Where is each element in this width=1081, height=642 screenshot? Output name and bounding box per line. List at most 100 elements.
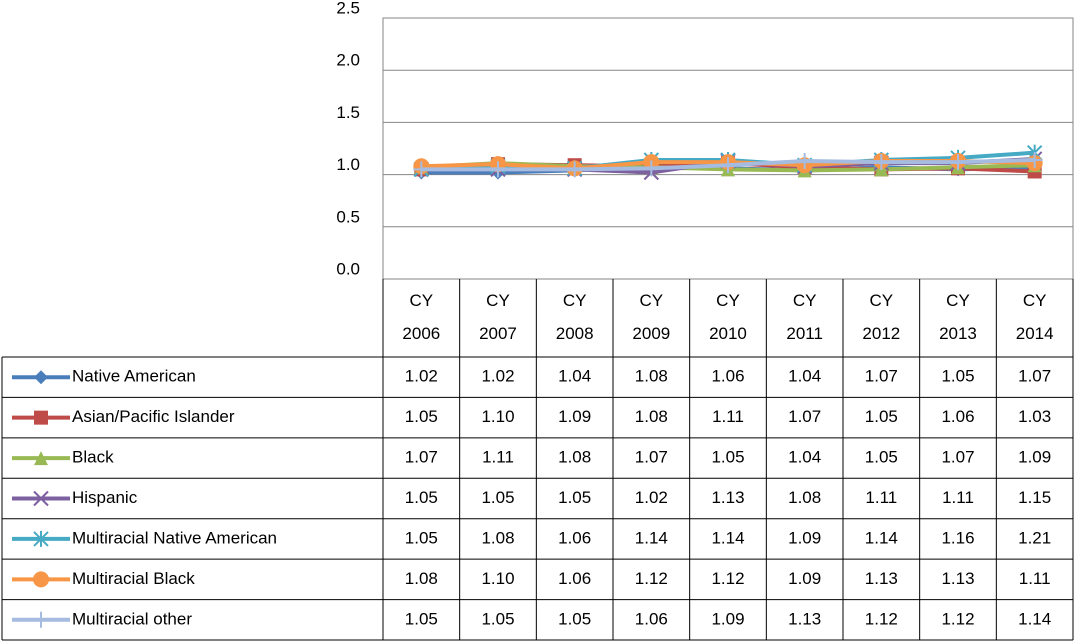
category-cell: CY 2009: [632, 291, 671, 343]
category-cell: CY 2011: [786, 291, 823, 343]
x-tick-label: CY 2006: [402, 291, 441, 343]
table-value: 1.05: [405, 488, 438, 507]
table-value: 1.02: [481, 367, 514, 386]
table-value: 1.08: [635, 367, 668, 386]
table-value: 1.05: [865, 407, 898, 426]
y-tick-label: 0.5: [336, 207, 360, 226]
table-value: 1.09: [788, 569, 821, 588]
table-value: 1.12: [941, 609, 974, 628]
table-value: 1.07: [941, 448, 974, 467]
table-value: 1.15: [1018, 488, 1051, 507]
table-value: 1.03: [1018, 407, 1051, 426]
table-value: 1.11: [865, 488, 897, 507]
marker: [950, 154, 966, 171]
y-tick-label: 2.5: [336, 0, 360, 17]
table-value: 1.13: [788, 609, 821, 628]
legend-label: Multiracial Native American: [72, 528, 277, 547]
table-value: 1.09: [558, 407, 591, 426]
legend-label: Multiracial Black: [72, 569, 195, 588]
x-tick-label: CY 2013: [939, 291, 977, 343]
marker: [34, 370, 48, 385]
table-value: 1.05: [405, 528, 438, 547]
marker: [33, 530, 49, 547]
x-tick-label: CY 2008: [555, 291, 594, 343]
table-value: 1.21: [1018, 528, 1051, 547]
marker: [720, 157, 736, 174]
marker: [796, 153, 813, 170]
marker: [33, 611, 49, 628]
table-value: 1.06: [558, 528, 591, 547]
x-tick-label: CY 2014: [1015, 291, 1054, 343]
table-value: 1.14: [711, 528, 744, 547]
table-value: 1.02: [405, 367, 438, 386]
table-value: 1.07: [788, 407, 821, 426]
table-value: 1.13: [941, 569, 974, 588]
table-value: 1.04: [788, 367, 821, 386]
table-value: 1.09: [711, 609, 744, 628]
table-value: 1.13: [711, 488, 744, 507]
table-value: 1.10: [481, 569, 514, 588]
table-value: 1.05: [558, 609, 591, 628]
table-value: 1.13: [865, 569, 898, 588]
category-cell: CY 2010: [709, 291, 747, 343]
table-value: 1.07: [1018, 367, 1051, 386]
legend-label: Multiracial other: [72, 609, 192, 628]
category-cell: CY 2013: [939, 291, 977, 343]
table-value: 1.12: [711, 569, 744, 588]
table-value: 1.07: [635, 448, 668, 467]
table-value: 1.11: [482, 448, 514, 467]
y-tick-label: 0.0: [336, 259, 360, 278]
table-value: 1.07: [405, 448, 438, 467]
table-value: 1.14: [865, 528, 898, 547]
table-value: 1.08: [481, 528, 514, 547]
marker: [643, 160, 660, 177]
x-tick-label: CY 2012: [862, 291, 901, 343]
marker: [34, 410, 48, 425]
table-value: 1.05: [711, 448, 744, 467]
table-value: 1.05: [481, 609, 514, 628]
legend-label: Black: [72, 448, 114, 467]
marker: [566, 161, 583, 178]
y-tick-label: 1.0: [336, 155, 360, 174]
marker: [34, 451, 48, 466]
category-cell: CY 2006: [402, 291, 441, 343]
marker: [873, 154, 890, 171]
table-value: 1.06: [635, 609, 668, 628]
table-value: 1.11: [712, 407, 744, 426]
table-value: 1.08: [558, 448, 591, 467]
table-value: 1.06: [941, 407, 974, 426]
table-value: 1.04: [558, 367, 591, 386]
legend-label: Native American: [72, 367, 196, 386]
x-tick-label: CY 2011: [786, 291, 823, 343]
table-value: 1.08: [788, 488, 821, 507]
series: [413, 151, 1043, 178]
table-value: 1.09: [1018, 448, 1051, 467]
table-value: 1.14: [1018, 609, 1051, 628]
x-tick-label: CY 2007: [479, 291, 517, 343]
marker: [33, 490, 49, 507]
category-cell: CY 2014: [1015, 291, 1054, 343]
marker: [413, 161, 430, 178]
table-value: 1.07: [865, 367, 898, 386]
table-value: 1.05: [405, 407, 438, 426]
table-value: 1.09: [788, 528, 821, 547]
table-value: 1.05: [481, 488, 514, 507]
table-value: 1.16: [941, 528, 974, 547]
legend-label: Hispanic: [72, 488, 138, 507]
table-value: 1.05: [558, 488, 591, 507]
y-tick-label: 1.5: [336, 103, 360, 122]
table-value: 1.05: [941, 367, 974, 386]
x-tick-label: CY 2009: [632, 291, 671, 343]
category-cell: CY 2008: [555, 291, 594, 343]
marker: [490, 161, 506, 178]
table-value: 1.08: [635, 407, 668, 426]
legend-label: Asian/Pacific Islander: [72, 407, 235, 426]
category-cell: CY 2007: [479, 291, 517, 343]
table-value: 1.02: [635, 488, 668, 507]
table-value: 1.12: [865, 609, 898, 628]
category-cell: CY 2012: [862, 291, 901, 343]
table-value: 1.06: [711, 367, 744, 386]
table-value: 1.06: [558, 569, 591, 588]
